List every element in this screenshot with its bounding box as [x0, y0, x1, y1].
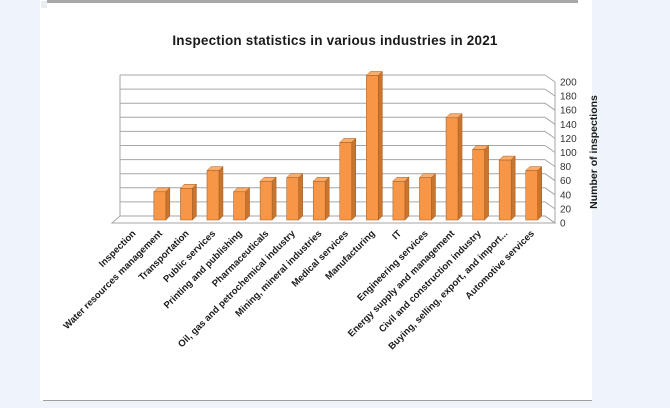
bar-side-civil-and-construction-industry: [484, 144, 489, 221]
y-tick-label-140: 140: [560, 120, 577, 131]
y-tick-label-100: 100: [560, 148, 577, 159]
gridline-bevel-100: [544, 145, 556, 153]
plot-floor: [110, 215, 557, 224]
y-tick-label-180: 180: [560, 92, 577, 103]
bar-side-public-services: [218, 166, 224, 221]
y-axis-title: Number of inspections: [588, 95, 600, 209]
bar-civil-and-construction-industry: [472, 149, 485, 221]
bar-side-engineering-services: [431, 173, 436, 221]
bar-water-resources-management: [153, 191, 167, 221]
top-bar-notch: [41, 1, 47, 8]
y-tick-label-200: 200: [560, 78, 577, 89]
x-tick-label-it: IT: [390, 228, 404, 242]
bar-side-buying-selling-export-and-import: [510, 155, 516, 221]
bar-printing-and-publishing: [233, 191, 246, 221]
gridline-bevel-40: [544, 187, 556, 196]
bar-side-water-resources-management: [165, 187, 171, 221]
y-tick-label-80: 80: [560, 162, 572, 173]
gridline-bevel-200: [544, 74, 556, 83]
bar-medical-services: [339, 142, 353, 221]
bar-buying-selling-export-and-import: [498, 159, 512, 221]
bar-energy-supply-and-management: [445, 117, 459, 221]
gridline-bevel-180: [544, 88, 556, 97]
bar-oil-gas-and-petrochemical-industry: [286, 177, 299, 221]
bar-side-oil-gas-and-petrochemical-industry: [298, 173, 303, 221]
bar-it: [392, 180, 406, 221]
x-tick-label-civil-and-construction-industry: Civil and construction industry: [377, 228, 484, 335]
bar-side-it: [404, 176, 410, 221]
bar-side-pharmaceuticals: [271, 176, 277, 221]
bar-manufacturing: [366, 75, 379, 221]
bar-side-transportation: [192, 183, 197, 221]
bar-automotive-services: [525, 170, 538, 221]
bar-side-printing-and-publishing: [245, 187, 250, 221]
bar-mining-mineral-industries: [312, 180, 326, 221]
bar-side-mining-mineral-industries: [324, 176, 330, 221]
gridline-bevel-0: [544, 215, 556, 224]
y-tick-label-120: 120: [560, 134, 577, 145]
bar-pharmaceuticals: [259, 180, 273, 221]
bar-public-services: [206, 170, 220, 221]
chart-title: Inspection statistics in various industr…: [172, 33, 498, 48]
x-tick-label-water-resources-management: Water resources management: [61, 228, 165, 332]
y-tick-label-60: 60: [560, 176, 572, 187]
gridline-bevel-60: [544, 173, 556, 182]
top-divider-bar: [47, 0, 578, 3]
y-tick-label-40: 40: [560, 190, 572, 201]
bottom-divider-line: [43, 400, 592, 401]
gridline-bevel-140: [544, 116, 556, 125]
gridline-bevel-20: [544, 201, 556, 210]
y-tick-label-160: 160: [560, 106, 577, 117]
bar-engineering-services: [419, 177, 432, 221]
gridline-bevel-80: [544, 159, 556, 168]
gridline-bevel-120: [544, 130, 556, 139]
bar-side-manufacturing: [378, 70, 383, 221]
gridline-bevel-160: [544, 102, 556, 111]
bar-side-energy-supply-and-management: [457, 113, 463, 221]
bar-side-automotive-services: [537, 166, 542, 221]
bar-side-medical-services: [351, 137, 357, 221]
y-tick-label-0: 0: [560, 219, 566, 230]
y-tick-label-20: 20: [560, 204, 572, 215]
bar-transportation: [180, 188, 193, 221]
